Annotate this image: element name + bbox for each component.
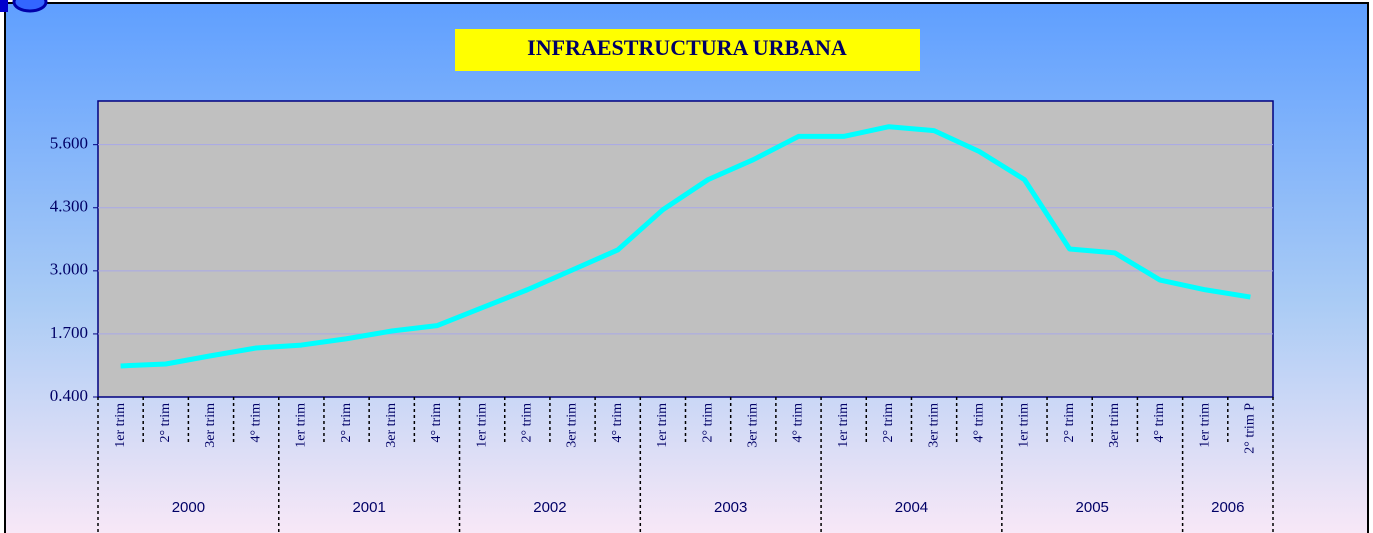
x-tick-label: 1er trim — [294, 403, 309, 448]
x-tick-label: 1er trim — [474, 403, 489, 448]
x-tick-label: 1er trim — [655, 403, 670, 448]
y-tick-label: 1.700 — [50, 323, 88, 342]
x-tick-label: 4° trim — [1152, 403, 1167, 443]
title-box — [455, 29, 920, 71]
x-tick-label: 1er trim — [1197, 403, 1212, 448]
x-tick-label: 2° trim — [881, 403, 896, 443]
x-tick-label: 2° trim — [1062, 403, 1077, 443]
x-tick-label: 3er trim — [384, 403, 399, 448]
group-label: 2000 — [172, 499, 205, 516]
x-tick-label: 1er trim — [113, 403, 128, 448]
x-tick-label: 3er trim — [1107, 403, 1122, 448]
y-tick-label: 5.600 — [50, 134, 88, 153]
group-label: 2003 — [714, 499, 747, 516]
corner-icon — [0, 0, 8, 12]
x-tick-label: 1er trim — [1017, 403, 1032, 448]
y-tick-label: 4.300 — [50, 197, 88, 216]
x-tick-label: 2° trim P — [1243, 403, 1258, 454]
line-series — [120, 124, 1251, 369]
x-tick-label: 3er trim — [926, 403, 941, 448]
group-label: 2004 — [895, 499, 928, 516]
x-tick-label: 2° trim — [158, 403, 173, 443]
y-tick-label: 3.000 — [50, 260, 88, 279]
x-tick-label: 1er trim — [836, 403, 851, 448]
chart-title: INFRAESTRUCTURA URBANA — [527, 35, 847, 60]
x-tick-label: 3er trim — [746, 403, 761, 448]
x-tick-label: 3er trim — [203, 403, 218, 448]
group-label: 2005 — [1076, 499, 1109, 516]
group-label: 2002 — [533, 499, 566, 516]
x-tick-label: 4° trim — [248, 403, 263, 443]
x-tick-label: 2° trim — [520, 403, 535, 443]
x-tick-label: 3er trim — [565, 403, 580, 448]
x-tick-label: 4° trim — [429, 403, 444, 443]
group-label: 2001 — [352, 499, 385, 516]
x-tick-label: 4° trim — [610, 403, 625, 443]
corner-icon — [12, 0, 48, 13]
x-tick-label: 4° trim — [791, 403, 806, 443]
x-tick-label: 2° trim — [700, 403, 715, 443]
x-tick-label: 4° trim — [971, 403, 986, 443]
x-tick-label: 2° trim — [339, 403, 354, 443]
y-tick-label: 0.400 — [50, 386, 88, 405]
group-label: 2006 — [1211, 499, 1244, 516]
